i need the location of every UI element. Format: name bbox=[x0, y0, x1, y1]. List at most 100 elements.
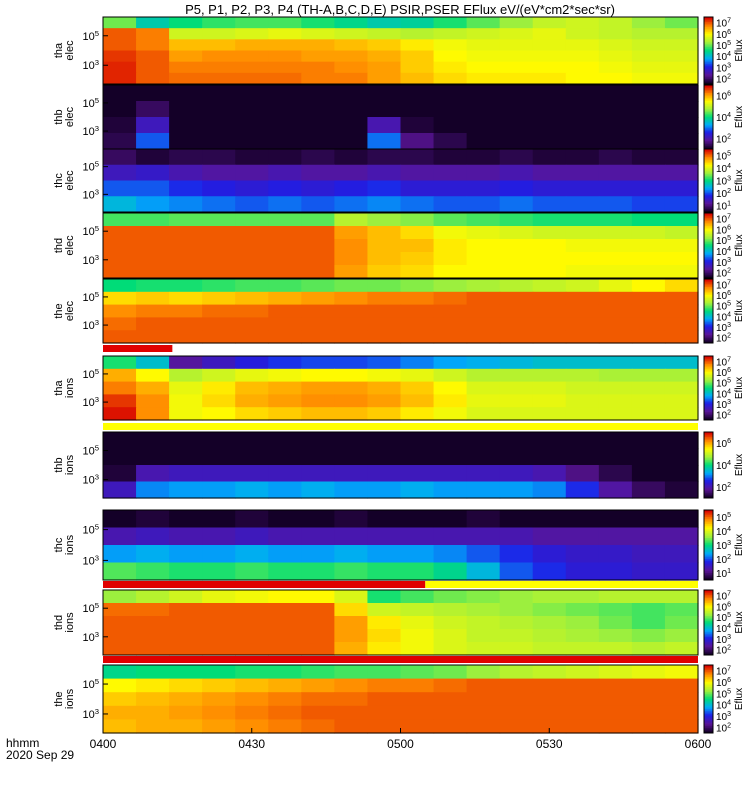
colorbar-step bbox=[704, 110, 713, 113]
heatmap-cell bbox=[136, 226, 170, 240]
heatmap-cell bbox=[664, 465, 699, 483]
heatmap-cell bbox=[598, 239, 633, 253]
colorbar-step bbox=[704, 17, 713, 20]
heatmap-cell bbox=[499, 117, 534, 134]
heatmap-cell bbox=[664, 330, 699, 344]
y-tick-label: 103 bbox=[82, 473, 99, 487]
colorbar-step bbox=[704, 134, 713, 137]
colorbar-step bbox=[704, 105, 713, 108]
heatmap-cell bbox=[532, 279, 567, 293]
colorbar-step bbox=[704, 191, 713, 194]
heatmap-cell bbox=[301, 265, 335, 279]
colorbar-step bbox=[704, 328, 713, 331]
heatmap-cell bbox=[400, 705, 435, 720]
heatmap-cell bbox=[631, 330, 666, 344]
colorbar-step bbox=[704, 283, 713, 286]
heatmap-cell bbox=[235, 603, 269, 617]
colorbar-step bbox=[704, 496, 713, 499]
heatmap-cell bbox=[400, 448, 435, 466]
heatmap-cell bbox=[499, 603, 534, 617]
x-tick-label: 0530 bbox=[536, 737, 563, 751]
heatmap-cell bbox=[268, 590, 302, 604]
heatmap-cell bbox=[400, 180, 435, 197]
colorbar-step bbox=[704, 688, 713, 691]
heatmap-cell bbox=[466, 665, 501, 680]
heatmap-cell bbox=[466, 705, 501, 720]
heatmap-cell bbox=[400, 17, 435, 29]
heatmap-cell bbox=[103, 85, 137, 102]
heatmap-cell bbox=[664, 394, 699, 408]
heatmap-cell bbox=[532, 368, 567, 383]
heatmap-cell bbox=[334, 642, 369, 656]
colorbar-step bbox=[704, 574, 713, 577]
heatmap-cell bbox=[466, 527, 501, 546]
heatmap-cell bbox=[664, 603, 699, 617]
colorbar-step bbox=[704, 619, 713, 622]
heatmap-cell bbox=[136, 481, 170, 499]
heatmap-cell bbox=[103, 629, 137, 643]
heatmap-cell bbox=[136, 39, 170, 52]
heatmap-cell bbox=[367, 72, 402, 85]
heatmap-cell bbox=[532, 17, 567, 29]
heatmap-cell bbox=[631, 50, 666, 63]
heatmap-cell bbox=[367, 678, 402, 693]
heatmap-cell bbox=[499, 678, 534, 693]
heatmap-cell bbox=[631, 213, 666, 227]
heatmap-cell bbox=[235, 719, 269, 734]
heatmap-cell bbox=[268, 330, 302, 344]
colorbar-step bbox=[704, 700, 713, 703]
colorbar-step bbox=[704, 435, 713, 438]
heatmap-cell bbox=[631, 407, 666, 421]
heatmap-cell bbox=[433, 226, 468, 240]
heatmap-cell bbox=[301, 603, 335, 617]
heatmap-cell bbox=[631, 317, 666, 331]
heatmap-cell bbox=[433, 692, 468, 707]
colorbar-step bbox=[704, 221, 713, 224]
colorbar-step bbox=[704, 183, 713, 186]
colorbar-step bbox=[704, 247, 713, 250]
heatmap-cell bbox=[334, 291, 369, 306]
heatmap-cell bbox=[367, 291, 402, 306]
colorbar-tick-label: 101 bbox=[716, 201, 731, 213]
heatmap-cell bbox=[499, 590, 534, 604]
panel-thc-ions: 105 103 thcions 105 104 103 102 101 Eflux bbox=[53, 509, 745, 581]
heatmap-cell bbox=[433, 562, 468, 581]
heatmap-cell bbox=[268, 117, 302, 134]
heatmap-cell bbox=[202, 678, 236, 693]
heatmap-cell bbox=[631, 432, 666, 450]
heatmap-cell bbox=[334, 226, 369, 240]
heatmap-cell bbox=[301, 465, 335, 483]
heatmap-cell bbox=[400, 291, 435, 306]
heatmap-cell bbox=[598, 562, 633, 581]
heatmap-cell bbox=[466, 317, 501, 331]
colorbar-step bbox=[704, 520, 713, 523]
heatmap-cell bbox=[103, 61, 137, 74]
colorbar-step bbox=[704, 38, 713, 41]
heatmap-cell bbox=[202, 133, 236, 150]
heatmap-cell bbox=[466, 72, 501, 85]
heatmap-cell bbox=[268, 407, 302, 421]
heatmap-cell bbox=[301, 629, 335, 643]
colorbar-step bbox=[704, 418, 713, 421]
colorbar-step bbox=[704, 596, 713, 599]
colorbar-step bbox=[704, 494, 713, 497]
heatmap-cell bbox=[598, 61, 633, 74]
colorbar-step bbox=[704, 133, 713, 135]
heatmap-cell bbox=[136, 356, 170, 370]
heatmap-cell bbox=[433, 381, 468, 395]
heatmap-cell bbox=[532, 304, 567, 318]
colorbar-step bbox=[704, 30, 713, 33]
heatmap-cell bbox=[565, 149, 600, 166]
colorbar-step bbox=[704, 478, 713, 481]
colorbar-step bbox=[704, 546, 713, 549]
colorbar-step bbox=[704, 473, 713, 476]
heatmap-cell bbox=[433, 719, 468, 734]
heatmap-cell bbox=[532, 527, 567, 546]
colorbar-step bbox=[704, 62, 713, 65]
colorbar-step bbox=[704, 616, 713, 619]
colorbar-step bbox=[704, 612, 713, 615]
heatmap-cell bbox=[202, 252, 236, 266]
colorbar-step bbox=[704, 702, 713, 705]
y-tick-label: 105 bbox=[82, 29, 99, 43]
